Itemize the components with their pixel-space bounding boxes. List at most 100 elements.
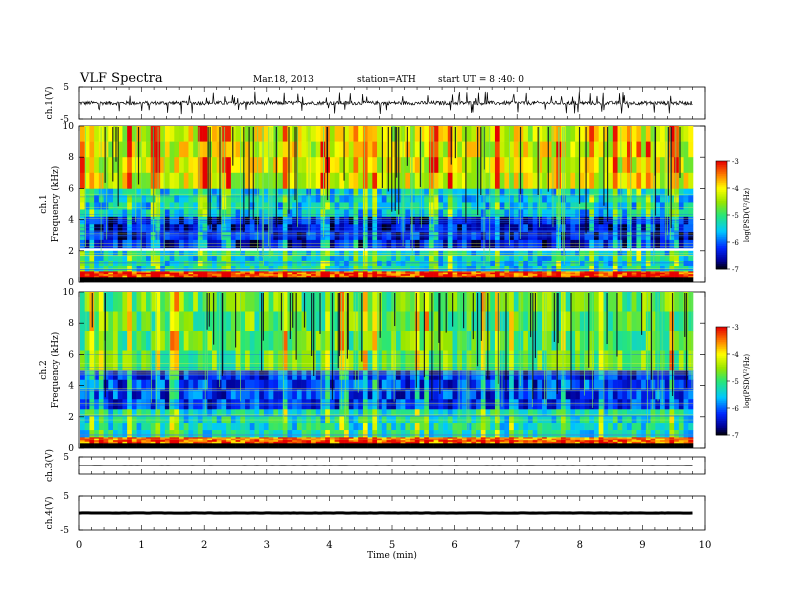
ch1-spectrogram-cell bbox=[320, 239, 326, 248]
ch1-spectrogram-cell bbox=[645, 260, 651, 267]
ch2-spectrogram-cell bbox=[348, 440, 354, 443]
ch1-spectrogram-cell bbox=[575, 209, 581, 217]
ch2-spectrogram-cell bbox=[278, 437, 284, 439]
ch2-spectrogram-cell bbox=[301, 423, 307, 431]
ch1-spectrogram-cell bbox=[480, 209, 486, 217]
ch1-spectrogram-cell bbox=[193, 271, 199, 273]
ch2-spectrogram-cell bbox=[122, 409, 128, 417]
ch2-spectrogram-cell bbox=[306, 389, 312, 400]
ch1-spectrogram-cell bbox=[94, 172, 100, 189]
ch1-spectrogram-cell bbox=[461, 277, 467, 282]
ch2-spectrogram-cell bbox=[292, 389, 298, 400]
ch1-spectrogram-cell bbox=[645, 188, 651, 196]
ch2-spectrogram-cell bbox=[301, 379, 307, 390]
ch1-spectrogram-cell bbox=[589, 255, 595, 262]
ch2-spectrogram-cell bbox=[367, 350, 373, 371]
ch2-spectrogram-cell bbox=[391, 416, 397, 424]
ch1-spectrogram-cell bbox=[678, 274, 684, 277]
ch1-spectrogram-cell bbox=[94, 239, 100, 248]
ch2-spectrogram-cell bbox=[249, 292, 255, 312]
ch1-spectrogram-cell bbox=[362, 255, 368, 262]
ch1-spectrogram-cell bbox=[532, 239, 538, 248]
ch1-spectrogram-cell bbox=[678, 255, 684, 262]
ch1-spectrogram-cell bbox=[650, 195, 656, 203]
ch2-spectrogram-cell bbox=[438, 292, 444, 312]
ch2-spectrogram-cell bbox=[164, 438, 170, 441]
ch1-spectrogram-cell bbox=[428, 172, 434, 189]
ch2-spectrogram-cell bbox=[320, 292, 326, 312]
ch1-spectrogram-cell bbox=[509, 275, 515, 278]
ch1-spectrogram-cell bbox=[221, 157, 227, 174]
ch1-spectrogram-cell bbox=[254, 224, 260, 233]
ch1-spectrogram-cell bbox=[494, 274, 500, 277]
ch2-spectrogram-cell bbox=[146, 399, 152, 410]
ch2-spectrogram-cell bbox=[150, 437, 156, 439]
ch1-spectrogram-cell bbox=[579, 188, 585, 196]
ch2-spectrogram-cell bbox=[400, 389, 406, 400]
ch1-spectrogram-cell bbox=[174, 202, 180, 210]
ch2-spectrogram-cell bbox=[226, 438, 232, 441]
ch1-spectrogram-cell bbox=[381, 271, 387, 273]
ch2-spectrogram-cell bbox=[339, 437, 345, 439]
ch1-spectrogram-cell bbox=[461, 239, 467, 248]
ch2-spectrogram-cell bbox=[452, 399, 458, 410]
ch1-spectrogram-cell bbox=[94, 260, 100, 267]
ch1-spectrogram-cell bbox=[240, 126, 246, 142]
ch1-spectrogram-cell bbox=[263, 272, 269, 275]
ch1-spectrogram-cell bbox=[565, 202, 571, 210]
ch1-spectrogram-cell bbox=[212, 255, 218, 262]
ch2-spectrogram-cell bbox=[410, 416, 416, 424]
ch1-spectrogram-colorbar-cell bbox=[716, 193, 727, 196]
ch1-spectrogram-cell bbox=[405, 202, 411, 210]
ch1-spectrogram-cell bbox=[240, 157, 246, 174]
ch1-spectrogram-colorbar-cell bbox=[716, 211, 727, 214]
ch2-spectrogram-cell bbox=[428, 430, 434, 438]
ch1-spectrogram-cell bbox=[494, 209, 500, 217]
ch1-spectrogram-cell bbox=[188, 195, 194, 203]
ch2-spectrogram-cell bbox=[358, 311, 364, 332]
ch1-spectrogram-cell bbox=[504, 224, 510, 233]
ch1-spectrogram-cell bbox=[447, 126, 453, 142]
ch1-spectrogram-cell bbox=[320, 216, 326, 225]
ch1-spectrogram-cell bbox=[164, 239, 170, 248]
ch1-spectrogram-cell bbox=[674, 255, 680, 262]
ch2-spectrogram-cell bbox=[348, 331, 354, 351]
ch1-spectrogram-cell bbox=[400, 255, 406, 262]
ch2-spectrogram-cell bbox=[127, 437, 133, 439]
ch1-spectrogram-cell bbox=[622, 188, 628, 196]
ch1-spectrogram-cell bbox=[268, 202, 274, 210]
ch1-spectrogram-cell bbox=[617, 202, 623, 210]
ch2-spectrogram-cell bbox=[117, 389, 123, 400]
ch1-spectrogram-cell bbox=[221, 188, 227, 196]
ch1-spectrogram-cell bbox=[169, 272, 175, 275]
ch2-spectrogram-cell bbox=[424, 331, 430, 351]
ch2-spectrogram-cell bbox=[188, 437, 194, 439]
ch1-spectrogram-cell bbox=[136, 255, 142, 262]
ch1-spectrogram-cell bbox=[155, 255, 161, 262]
ch1-spectrogram-cell bbox=[278, 216, 284, 225]
ch1-spectrogram-cell bbox=[197, 232, 203, 241]
ch2-spectrogram-cell bbox=[249, 311, 255, 332]
ch1-spectrogram-cell bbox=[438, 126, 444, 142]
ch1-spectrogram-cell bbox=[226, 271, 232, 273]
ch1-spectrogram-cell bbox=[589, 224, 595, 233]
ch2-spectrogram-cell bbox=[117, 331, 123, 351]
ch2-spectrogram-cell bbox=[259, 437, 265, 439]
ch2-spectrogram-cell bbox=[268, 437, 274, 439]
ch1-spectrogram-cell bbox=[263, 216, 269, 225]
ch2-spectrogram-cell bbox=[94, 409, 100, 417]
ch2-spectrogram-cell bbox=[226, 399, 232, 410]
ch2-spectrogram-cell bbox=[80, 409, 86, 417]
ch1-spectrogram-cell bbox=[466, 255, 472, 262]
ch1-spectrogram-cell bbox=[391, 255, 397, 262]
ch1-spectrogram-cell bbox=[113, 260, 119, 267]
ch1-spectrogram-cell bbox=[358, 255, 364, 262]
ch2-spectrogram-cell bbox=[315, 438, 321, 441]
ch2-spectrogram-cell bbox=[428, 438, 434, 441]
ch1-spectrogram-cell bbox=[169, 188, 175, 196]
ch2-spectrogram-cell bbox=[480, 350, 486, 371]
ch1-spectrogram-cell bbox=[240, 260, 246, 267]
ch1-spectrogram-cell bbox=[636, 209, 642, 217]
ch1-spectrogram-cell bbox=[664, 272, 670, 275]
ch1-spectrogram-cell bbox=[296, 260, 302, 267]
